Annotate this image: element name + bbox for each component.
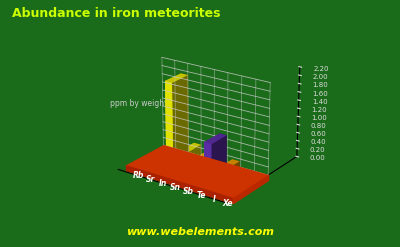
Text: www.webelements.com: www.webelements.com: [126, 227, 274, 237]
Text: Abundance in iron meteorites: Abundance in iron meteorites: [12, 7, 220, 21]
